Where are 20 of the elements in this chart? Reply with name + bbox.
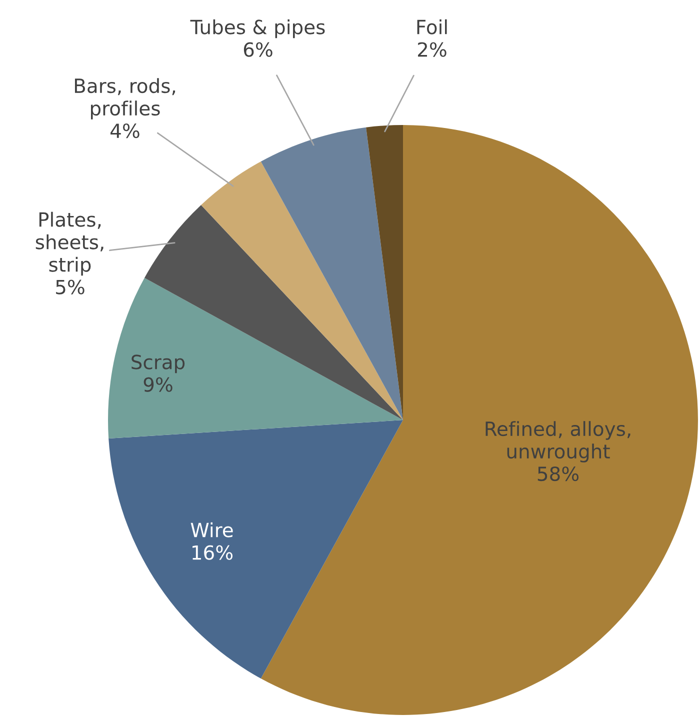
pie-slice [260,127,403,420]
data-label: 2% [418,42,446,57]
pie-slice [108,420,403,679]
data-label: 16% [192,545,233,560]
pie-slice [366,125,403,420]
data-label: 4% [110,123,140,138]
slice-label: Scrap [132,354,185,374]
data-label: 9% [144,377,172,392]
slice-label: Wire [190,522,233,538]
data-label: 58% [538,466,579,482]
slice-label: Plates, sheets, strip [36,212,104,276]
data-label: 6% [244,42,272,57]
data-label: 5% [56,280,84,294]
slice-label: Foil [417,19,447,34]
slice-label: Tubes & pipes [190,19,325,38]
pie-slice [260,125,698,715]
pie-slice [108,278,403,439]
slice-label: Bars, rods, profiles [74,78,176,120]
pie-slice [201,161,403,420]
slice-label: Refined, alloys, unwrought [486,421,630,462]
